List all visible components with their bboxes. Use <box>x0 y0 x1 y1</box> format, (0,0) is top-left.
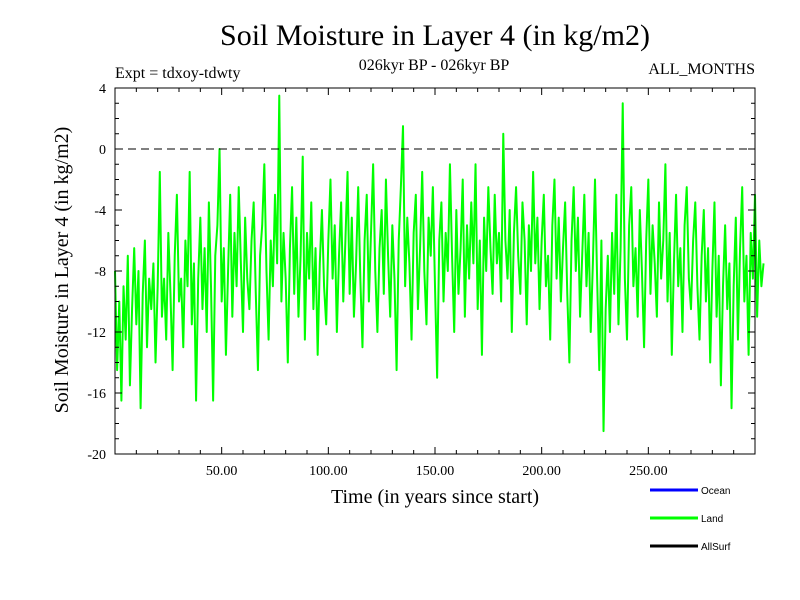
y-tick-label: -16 <box>87 387 106 402</box>
chart-subtitle-left: Expt = tdxoy-tdwty <box>115 65 240 82</box>
x-tick-label: 150.00 <box>416 464 455 479</box>
x-tick-label: 250.00 <box>629 464 668 479</box>
series-line-land <box>114 94 765 433</box>
chart-subtitle-center: 026kyr BP - 026kyr BP <box>359 57 510 74</box>
chart-title: Soil Moisture in Layer 4 (in kg/m2) <box>220 19 650 52</box>
y-tick-label: 4 <box>99 82 106 97</box>
y-axis-label: Soil Moisture in Layer 4 (in kg/m2) <box>51 127 73 414</box>
y-tick-label: -20 <box>87 448 106 463</box>
legend-label-ocean: Ocean <box>701 486 730 497</box>
x-tick-label: 100.00 <box>309 464 348 479</box>
y-tick-label: -12 <box>87 326 106 341</box>
y-tick-label: -4 <box>94 204 106 219</box>
y-tick-label: -8 <box>94 265 106 280</box>
x-tick-label: 50.00 <box>206 464 238 479</box>
chart-subtitle-right: ALL_MONTHS <box>648 61 755 78</box>
y-tick-label: 0 <box>99 143 106 158</box>
plot-area <box>114 94 765 433</box>
legend-label-land: Land <box>701 514 723 525</box>
axes: 50.00 100.00 150.00 200.00 250.00 4 0 -4 -8 -12 -1… <box>87 82 756 479</box>
x-axis-label: Time (in years since start) <box>331 486 539 508</box>
legend-label-allsurf: AllSurf <box>701 542 731 553</box>
legend: Ocean Land AllSurf <box>650 486 731 553</box>
x-tick-label: 200.00 <box>522 464 561 479</box>
